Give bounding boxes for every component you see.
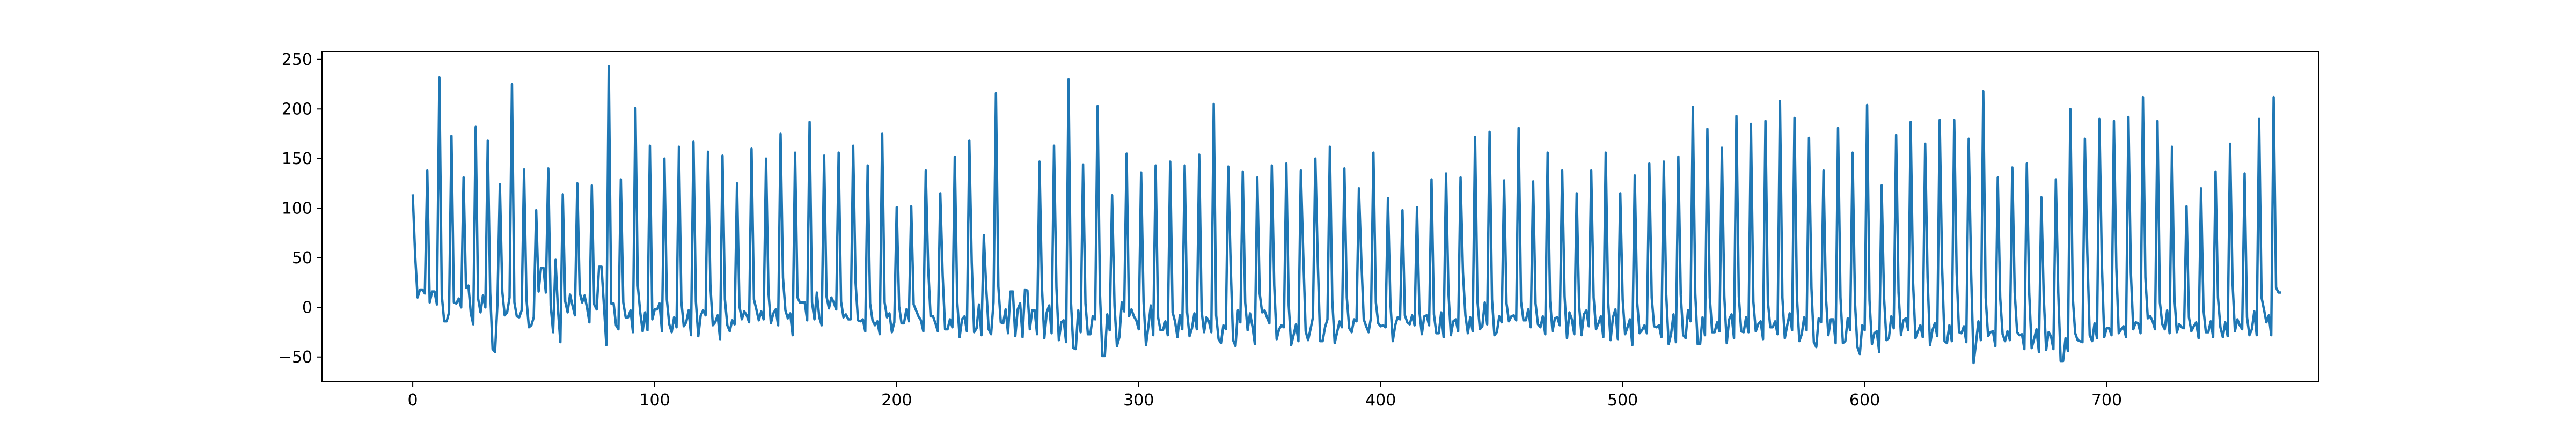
y-axis: −50 0 50 100 150 200 250 (279, 50, 322, 367)
x-tick-label: 200 (881, 391, 912, 410)
series-line-0 (411, 65, 2281, 365)
x-tick-label: 700 (2091, 391, 2122, 410)
y-tick-label: 50 (292, 249, 312, 268)
plot-area-frame (321, 51, 2319, 382)
y-tick-label: 200 (282, 100, 312, 119)
x-tick-label: 300 (1123, 391, 1154, 410)
y-tick-label: 250 (282, 50, 312, 69)
y-tick-label: 100 (282, 199, 312, 218)
y-tick-label: 150 (282, 150, 312, 168)
x-tick-label: 500 (1607, 391, 1638, 410)
x-tick-label: 100 (639, 391, 670, 410)
x-tick-label: 400 (1365, 391, 1396, 410)
y-tick-label: 0 (302, 298, 312, 317)
x-tick-label: 0 (408, 391, 418, 410)
x-axis: 0 100 200 300 400 500 600 700 (408, 382, 2122, 410)
series-layer (411, 65, 2281, 365)
y-tick-label: −50 (279, 348, 312, 367)
x-tick-label: 600 (1849, 391, 1880, 410)
